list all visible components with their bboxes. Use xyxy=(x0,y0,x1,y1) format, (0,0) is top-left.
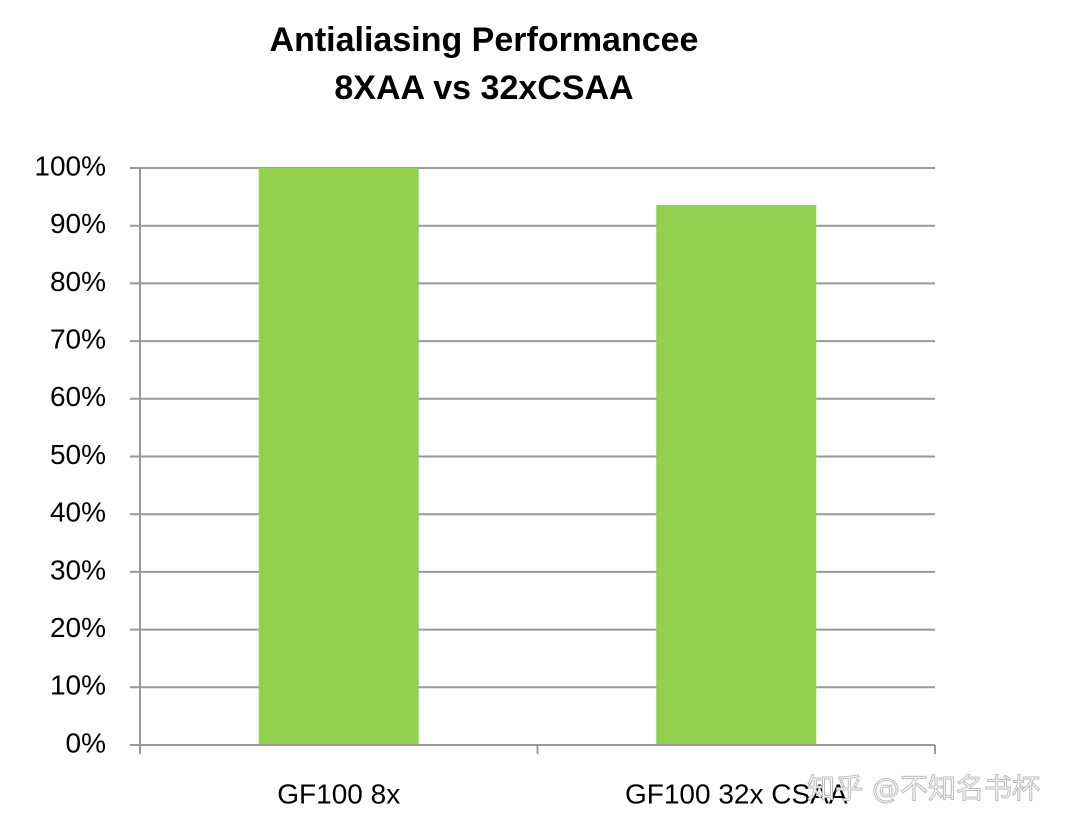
y-tick-label: 40% xyxy=(50,497,106,528)
y-tick-label: 70% xyxy=(50,323,106,354)
bar xyxy=(656,204,817,746)
y-tick-label: 0% xyxy=(66,727,106,758)
bar xyxy=(258,168,419,745)
x-tick-label: GF100 32x CSAA xyxy=(625,778,848,809)
y-tick-label: 60% xyxy=(50,381,106,412)
y-tick-label: 100% xyxy=(34,150,106,181)
y-tick-label: 30% xyxy=(50,554,106,585)
chart-title: 8XAA vs 32xCSAA xyxy=(334,69,633,107)
y-tick-label: 50% xyxy=(50,439,106,470)
y-tick-label: 90% xyxy=(50,208,106,239)
x-tick-label: GF100 8x xyxy=(277,778,400,809)
watermark: 知乎 @不知名书杯 xyxy=(807,772,1040,805)
y-tick-label: 10% xyxy=(50,670,106,701)
chart-title: Antialiasing Performancee xyxy=(270,21,699,59)
y-tick-label: 20% xyxy=(50,612,106,643)
y-tick-label: 80% xyxy=(50,266,106,297)
